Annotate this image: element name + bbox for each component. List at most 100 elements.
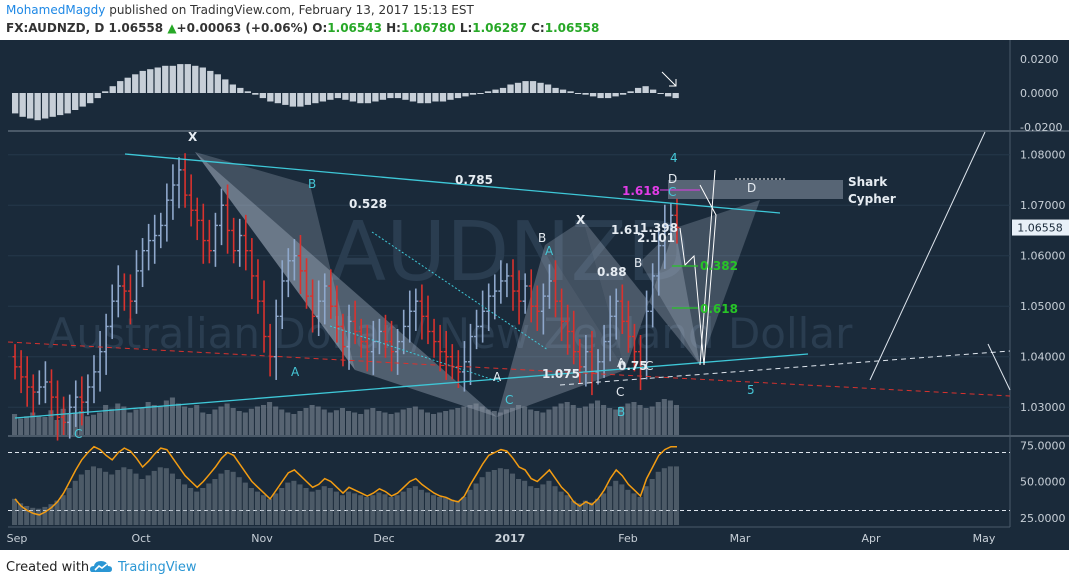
rsi-bar (370, 495, 376, 525)
volume-bar (157, 406, 163, 435)
oscillator-bar (124, 77, 131, 93)
oscillator-bar (184, 64, 191, 93)
volume-bar (206, 414, 212, 435)
rsi-bar (412, 486, 418, 525)
rsi-bar (30, 507, 36, 525)
volume-bar (619, 406, 625, 435)
oscillator-tick-label: 0.0200 (1020, 53, 1059, 66)
oscillator-bar (132, 74, 139, 93)
watermark-description: Australian Dollar / New Zealand Dollar (48, 309, 853, 358)
oscillator-bar (177, 64, 184, 93)
oscillator-bar (72, 93, 79, 110)
oscillator-tick-label: 0.0000 (1020, 87, 1059, 100)
rsi-bar (230, 471, 236, 525)
rsi-bar (78, 474, 84, 525)
rsi-bar (594, 498, 601, 525)
oscillator-bar (319, 93, 327, 102)
wave-label: 5 (747, 383, 755, 397)
oscillator-bar (334, 93, 342, 99)
rsi-bar (509, 473, 516, 525)
oscillator-bar (537, 82, 544, 93)
rsi-bar (339, 495, 345, 525)
rsi-bar (42, 506, 48, 525)
oscillator-bar (499, 87, 507, 93)
white-dashed-line (559, 350, 1011, 386)
trendline-lower (14, 353, 809, 419)
time-tick-label: Mar (730, 532, 751, 545)
rsi-bar (163, 468, 169, 525)
rsi-bar (260, 495, 267, 525)
rsi-bar (394, 495, 400, 525)
rsi-bar (212, 479, 218, 525)
oscillator-bar (559, 89, 567, 93)
volume-bar (218, 406, 224, 435)
volume-bar (461, 406, 467, 435)
volume-bar (230, 408, 236, 435)
rsi-bar (491, 470, 497, 525)
volume-bar (455, 408, 461, 435)
last-price: 1.06558 (108, 21, 164, 35)
chart-svg[interactable]: AUDNZD Australian Dollar / New Zealand D… (0, 40, 1069, 550)
published-text: published on TradingView.com, February 1… (105, 3, 474, 17)
open-label: O: (312, 21, 328, 35)
rsi-bar (613, 480, 619, 525)
oscillator-bar (109, 86, 116, 93)
volume-bar (655, 402, 661, 435)
volume-bar (346, 411, 352, 435)
volume-bar (661, 399, 667, 435)
author-link[interactable]: MohamedMagdy (6, 3, 106, 17)
rsi-bar (60, 495, 66, 525)
oscillator-bar (237, 87, 244, 93)
pattern-name-label: Cypher (848, 192, 896, 206)
created-with-text: Created with (6, 560, 90, 575)
oscillator-bar (19, 93, 26, 117)
oscillator-bar (87, 93, 94, 104)
chart-area[interactable]: AUDNZD Australian Dollar / New Zealand D… (0, 40, 1069, 550)
time-tick-label: Feb (618, 532, 637, 545)
oscillator-bar (642, 86, 649, 93)
oscillator-bar (12, 93, 19, 114)
oscillator-bar (544, 84, 552, 93)
time-tick-label: 2017 (495, 532, 526, 545)
time-tick-label: Oct (131, 532, 151, 545)
rsi-bar (443, 497, 449, 525)
pattern-triangle (195, 152, 497, 417)
tradingview-link[interactable]: TradingView (118, 560, 197, 575)
oscillator-bar (267, 93, 274, 102)
volume-bar (121, 406, 127, 435)
rsi-bar (667, 466, 673, 525)
rsi-bar (406, 488, 412, 525)
oscillator-bar (424, 93, 432, 104)
pattern-name-label: Shark (848, 175, 888, 189)
oscillator-pane (12, 64, 679, 121)
zigzag-projection (699, 169, 716, 366)
oscillator-bar (64, 93, 71, 114)
volume-bar (588, 403, 594, 435)
rsi-pane (8, 445, 1010, 525)
volume-bar (528, 409, 534, 435)
low-label: L: (459, 21, 473, 35)
volume-bar (503, 409, 509, 435)
rsi-bar (534, 488, 540, 525)
pattern-point-label: X (576, 213, 586, 227)
volume-bar (558, 403, 564, 435)
pattern-point-label: A (617, 356, 626, 370)
rsi-bar (418, 489, 424, 525)
time-tick-label: Apr (861, 532, 881, 545)
oscillator-bar (222, 79, 229, 93)
rsi-bar (309, 491, 315, 525)
volume-bar (139, 408, 145, 435)
low-value: 1.06287 (472, 21, 527, 35)
volume-bar (388, 414, 394, 435)
oscillator-bar (627, 91, 634, 93)
rsi-bar (115, 470, 121, 525)
rsi-bar (145, 475, 151, 525)
rsi-bar (182, 484, 188, 525)
ratio-label: 1.075 (542, 367, 580, 381)
rsi-bar (358, 495, 364, 525)
volume-bar (163, 400, 169, 435)
rsi-bar (437, 497, 443, 525)
rsi-bar (485, 471, 491, 525)
oscillator-bar (297, 93, 304, 107)
